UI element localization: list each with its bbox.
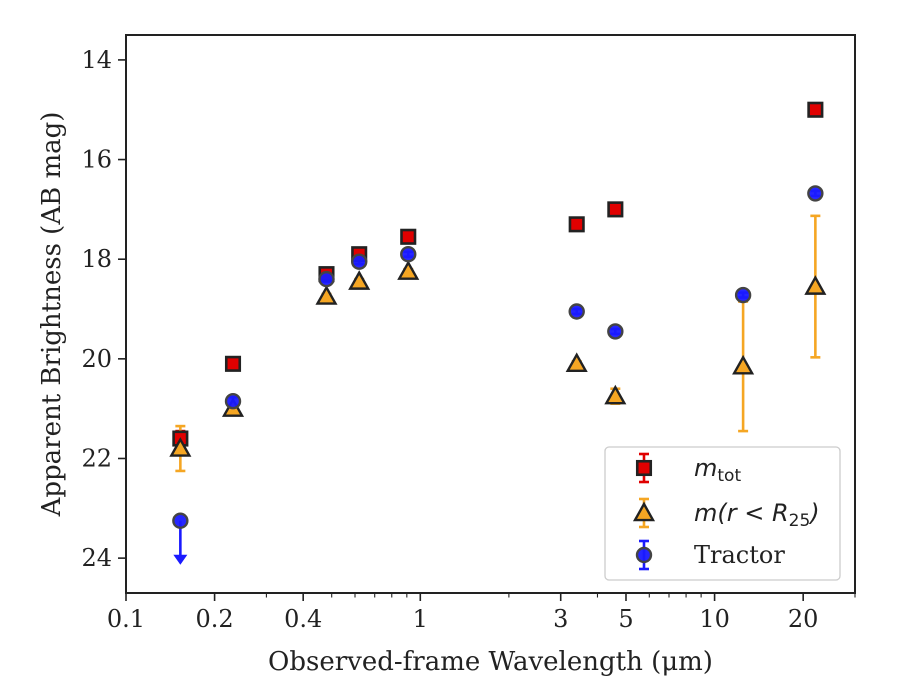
data-point	[568, 303, 585, 320]
y-tick-label: 20	[81, 345, 112, 373]
data-point	[172, 512, 189, 529]
x-tick-label: 0.1	[107, 605, 145, 633]
x-tick-label: 3	[553, 605, 568, 633]
data-point	[607, 323, 624, 340]
series-circle	[172, 185, 824, 529]
data-point	[400, 228, 417, 245]
legend-marker	[635, 459, 653, 477]
data-point	[732, 354, 755, 375]
data-point	[807, 185, 824, 202]
data-point	[607, 201, 624, 218]
data-point	[604, 384, 627, 405]
data-point	[224, 355, 242, 372]
data-point	[734, 286, 752, 304]
data-point	[350, 253, 368, 270]
data-point	[568, 216, 585, 233]
data-point	[397, 260, 420, 280]
y-tick-label: 22	[81, 444, 112, 472]
y-tick-label: 24	[81, 544, 112, 572]
legend-label: Tractor	[694, 541, 785, 569]
y-tick-label: 16	[81, 146, 112, 174]
data-point	[400, 246, 417, 263]
x-tick-label: 0.2	[196, 605, 234, 633]
data-point	[807, 101, 824, 118]
x-tick-label: 1	[413, 605, 428, 633]
data-point	[348, 270, 371, 290]
plot-frame	[125, 34, 856, 594]
data-layer	[169, 101, 827, 565]
x-axis-label: Observed-frame Wavelength (μm)	[268, 647, 713, 677]
legend-box	[604, 446, 841, 581]
x-tick-label: 5	[618, 605, 633, 633]
legend-marker	[632, 501, 656, 522]
legend-label: m(r < R25)	[694, 499, 820, 531]
data-point	[565, 352, 588, 373]
data-point	[804, 275, 827, 295]
legend: mtot m(r < R25) Tractor	[604, 446, 841, 581]
data-point	[224, 392, 242, 410]
y-tick-label: 14	[81, 46, 112, 74]
data-point	[169, 437, 192, 457]
upper-limit-arrowhead	[173, 554, 188, 565]
x-tick-label: 0.4	[284, 605, 322, 633]
x-tick-label: 10	[699, 605, 730, 633]
y-axis-label: Apparent Brightness (AB mag)	[37, 112, 67, 518]
axis-ticks: 0.1 0.2 0.4 1 3 5 10 20 14 16 18 20 22 24	[81, 46, 856, 633]
legend-marker	[635, 546, 653, 564]
data-point	[318, 270, 335, 288]
x-tick-label: 20	[788, 605, 819, 633]
data-point	[315, 285, 338, 305]
y-tick-label: 18	[81, 245, 112, 273]
legend-label: mtot	[694, 454, 741, 486]
